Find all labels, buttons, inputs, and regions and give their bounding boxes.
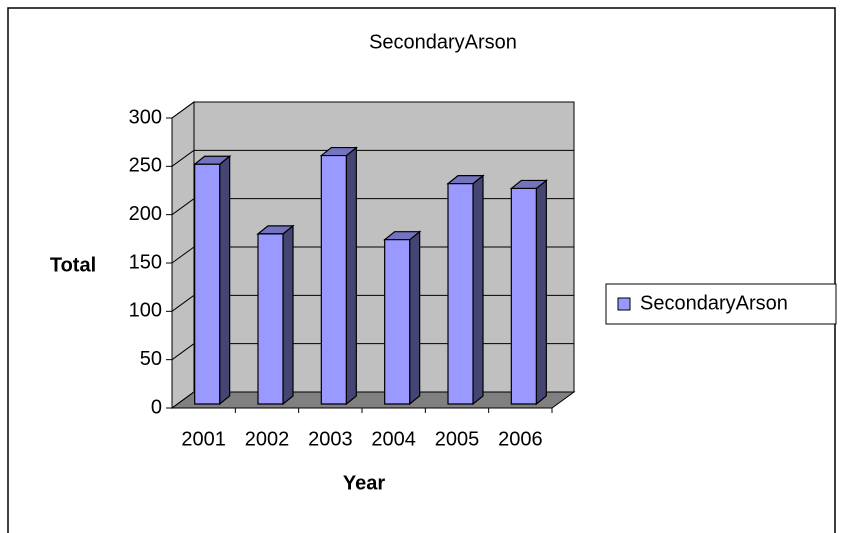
bar: [446, 174, 485, 406]
bar-side: [535, 179, 547, 406]
bar-front: [320, 154, 347, 405]
x-tick-label: 2003: [308, 428, 353, 450]
grid-line: [171, 246, 195, 264]
bar-front: [510, 187, 537, 405]
legend-label: SecondaryArson: [640, 292, 788, 314]
x-tick-label: 2006: [498, 428, 543, 450]
x-axis-label: Year: [343, 472, 385, 494]
bar: [256, 224, 295, 406]
bar-side: [345, 146, 357, 406]
grid-line: [171, 391, 195, 409]
bar-side: [282, 224, 294, 406]
grid-line: [171, 294, 195, 312]
x-tick-label: 2005: [435, 428, 480, 450]
y-axis-label: Total: [50, 254, 96, 276]
bar-side: [219, 155, 231, 406]
bar-front: [257, 233, 284, 405]
y-tick-label: 150: [129, 251, 162, 273]
y-tick-label: 50: [140, 348, 162, 370]
bar: [319, 146, 359, 406]
y-tick-label: 0: [151, 396, 162, 418]
grid-line: [171, 101, 195, 119]
bar-side: [409, 230, 421, 406]
grid-line: [171, 149, 195, 167]
bar-front: [194, 163, 221, 405]
x-tick-label: 2004: [371, 428, 416, 450]
chart-title: SecondaryArson: [369, 31, 517, 53]
bar-side: [472, 174, 484, 406]
legend-box: [605, 283, 837, 325]
y-tick-label: 300: [129, 106, 162, 128]
x-tick-label: 2001: [181, 428, 226, 450]
y-tick-label: 250: [129, 155, 162, 177]
bar-front: [447, 183, 474, 405]
x-tick-label: 2002: [245, 428, 290, 450]
bar-front: [384, 239, 411, 405]
bar: [382, 230, 422, 406]
legend-swatch: [617, 297, 631, 311]
bar: [509, 179, 549, 406]
bar: [192, 155, 232, 406]
y-tick-label: 100: [129, 300, 162, 322]
grid-line: [171, 198, 195, 216]
y-tick-label: 200: [129, 203, 162, 225]
grid-line: [171, 343, 195, 361]
